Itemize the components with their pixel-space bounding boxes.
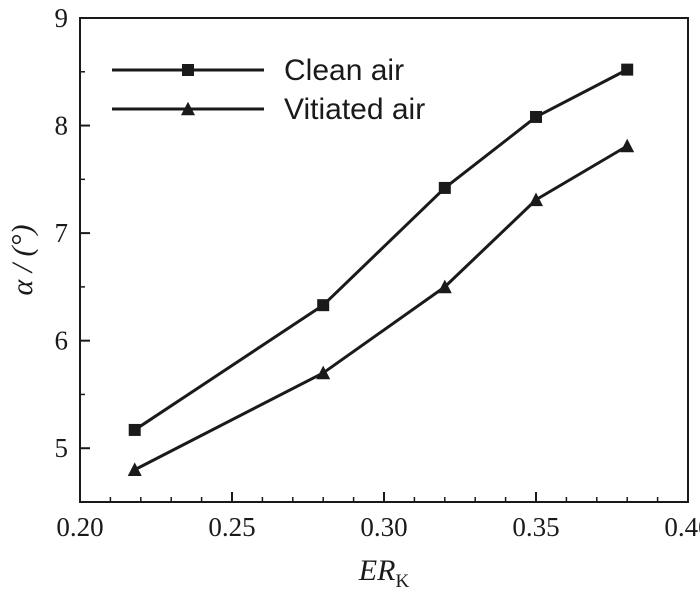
data-point bbox=[529, 192, 543, 207]
legend-marker bbox=[182, 64, 194, 76]
y-tick-label: 8 bbox=[55, 111, 69, 141]
series-vitiated-air bbox=[127, 138, 635, 477]
series-layer bbox=[127, 63, 635, 477]
x-axis-label-main: ER bbox=[358, 554, 396, 587]
data-point bbox=[127, 462, 142, 477]
data-point bbox=[620, 138, 635, 153]
data-point bbox=[316, 365, 331, 380]
x-tick-label: 0.35 bbox=[512, 512, 559, 542]
y-tick-label: 7 bbox=[55, 218, 69, 248]
x-tick-label: 0.20 bbox=[56, 512, 103, 542]
x-tick-label: 0.25 bbox=[208, 512, 255, 542]
series-line bbox=[134, 144, 628, 472]
plot-frame bbox=[79, 17, 689, 503]
y-axis-label: α / (°) bbox=[6, 224, 39, 295]
legend-label: Clean air bbox=[284, 54, 404, 87]
data-point bbox=[530, 110, 542, 123]
y-tick-label: 6 bbox=[55, 326, 69, 356]
x-axis: 0.20 0.25 0.30 0.35 0.40 bbox=[56, 492, 700, 542]
legend-item: Vitiated air bbox=[112, 93, 425, 126]
series-clean-air bbox=[128, 63, 634, 436]
y-tick-label: 9 bbox=[55, 3, 69, 33]
data-point bbox=[438, 181, 451, 194]
legend-label: Vitiated air bbox=[284, 93, 425, 126]
x-tick-label: 0.30 bbox=[360, 512, 407, 542]
data-point bbox=[437, 279, 452, 294]
x-axis-label-subscript: K bbox=[395, 571, 409, 592]
legend-marker bbox=[181, 101, 195, 116]
legend-item: Clean air bbox=[112, 54, 404, 87]
data-point bbox=[621, 63, 634, 76]
data-point bbox=[317, 299, 330, 312]
data-point bbox=[128, 423, 141, 436]
x-tick-label: 0.40 bbox=[664, 512, 700, 542]
x-axis-label: ERK bbox=[358, 554, 410, 592]
legend: Clean air Vitiated air bbox=[112, 54, 425, 126]
y-tick-label: 5 bbox=[55, 433, 69, 463]
y-axis: 5 6 7 8 9 bbox=[55, 3, 90, 503]
